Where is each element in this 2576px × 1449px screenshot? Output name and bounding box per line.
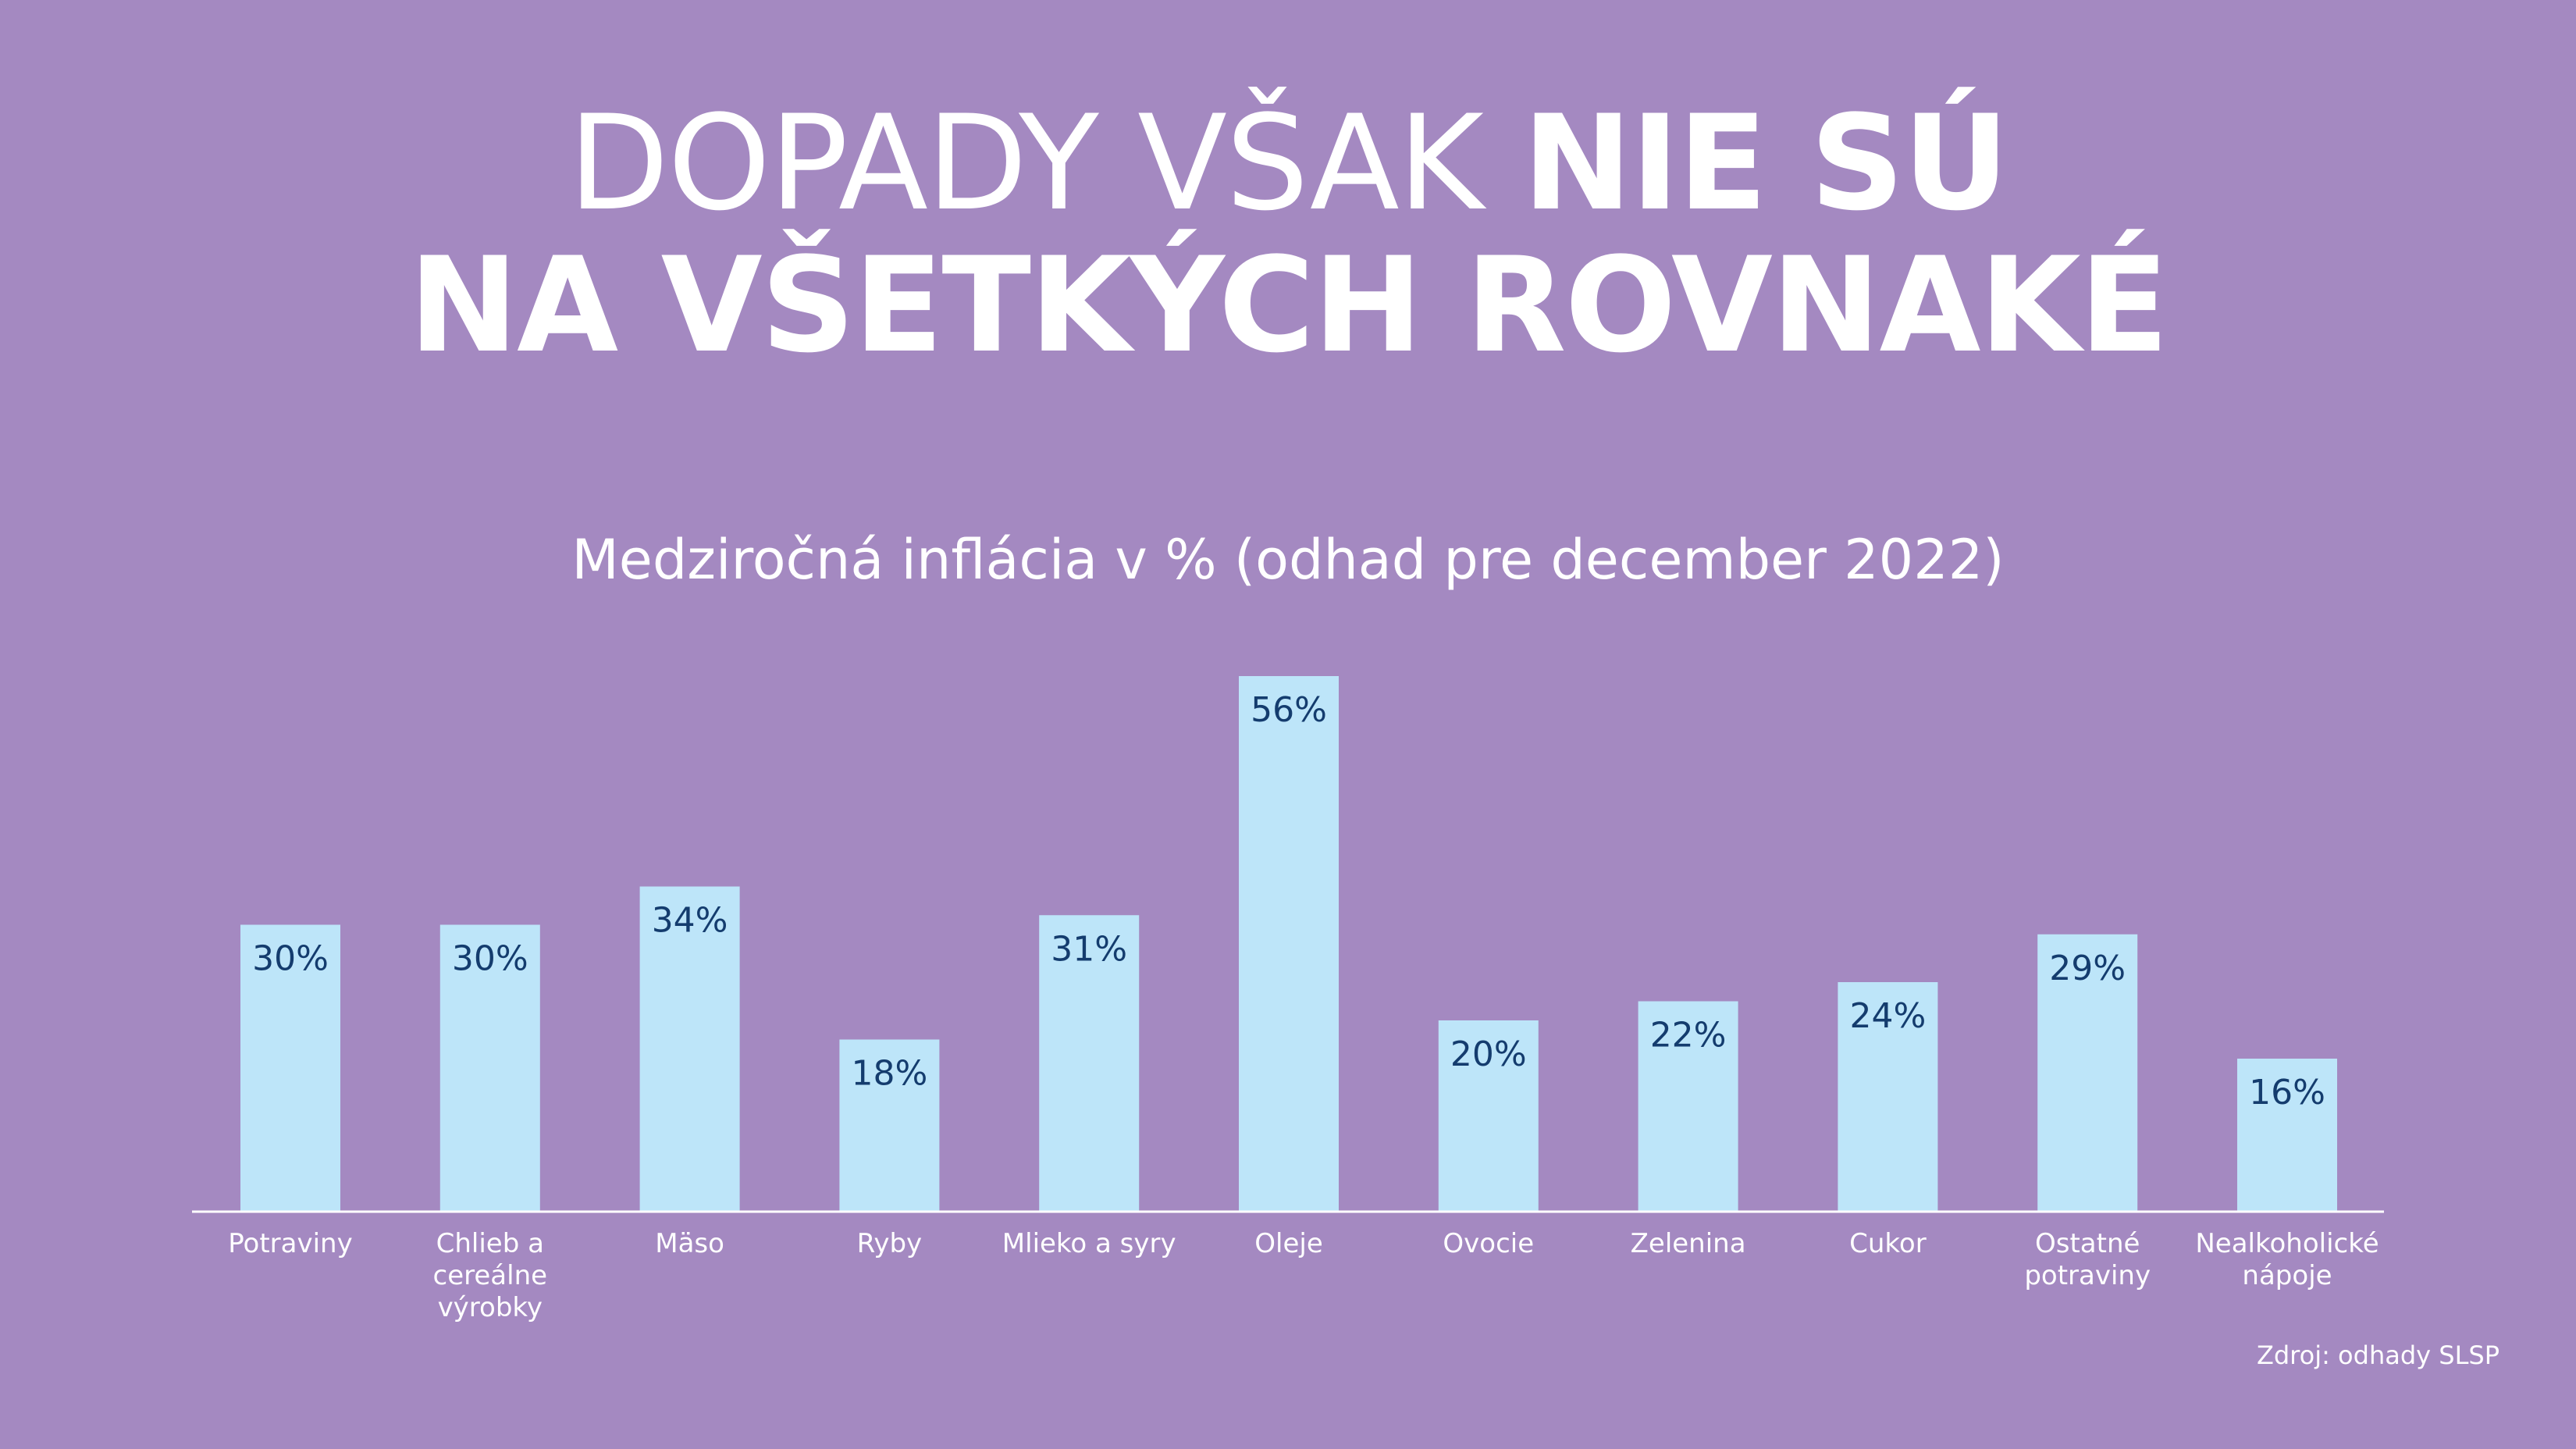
- category-label: potraviny: [2024, 1260, 2151, 1291]
- category-label: Cukor: [1849, 1228, 1927, 1259]
- category-label: Potraviny: [228, 1228, 352, 1259]
- bar: [1438, 1020, 1539, 1212]
- bar: [1638, 1001, 1738, 1212]
- category-label: Chlieb a: [436, 1228, 544, 1259]
- category-label: Mäso: [655, 1228, 724, 1259]
- headline: DOPADY VŠAK NIE SÚ NA VŠETKÝCH ROVNAKÉ: [0, 92, 2576, 376]
- bar-value-label: 20%: [1450, 1034, 1527, 1074]
- category-label: Oleje: [1254, 1228, 1323, 1259]
- bar: [1039, 915, 1140, 1212]
- bar: [639, 886, 740, 1212]
- category-label: cereálne: [433, 1260, 548, 1291]
- bar-value-label: 31%: [1051, 929, 1127, 969]
- bar-value-label: 18%: [852, 1054, 928, 1094]
- bar: [439, 924, 540, 1212]
- category-label: Ostatné: [2035, 1228, 2140, 1259]
- bar-value-label: 30%: [452, 939, 528, 979]
- headline-bold-text-1: NIE SÚ: [1522, 87, 2009, 240]
- chart-title: Medziročná inflácia v % (odhad pre decem…: [571, 528, 2005, 592]
- source-note: Zdroj: odhady SLSP: [2256, 1340, 2500, 1370]
- bar-value-label: 16%: [2249, 1073, 2325, 1113]
- category-label: Nealkoholické: [2195, 1228, 2379, 1259]
- bar: [2237, 1059, 2337, 1212]
- bar: [240, 924, 340, 1212]
- category-label: nápoje: [2242, 1260, 2332, 1291]
- bar-value-label: 22%: [1650, 1016, 1727, 1056]
- headline-light-text: DOPADY VŠAK: [568, 87, 1523, 240]
- bar: [1239, 676, 1339, 1212]
- headline-line-2: NA VŠETKÝCH ROVNAKÉ: [408, 229, 2169, 382]
- bar-value-label: 56%: [1251, 690, 1327, 730]
- bar-value-label: 24%: [1850, 996, 1927, 1036]
- bar-value-label: 34%: [652, 901, 728, 941]
- category-label: Ovocie: [1443, 1228, 1534, 1259]
- bar: [1838, 982, 1938, 1212]
- category-label: Zelenina: [1631, 1228, 1746, 1259]
- bar-value-label: 29%: [2049, 949, 2126, 988]
- bar: [839, 1039, 940, 1212]
- headline-line-1: DOPADY VŠAK NIE SÚ: [0, 92, 2576, 234]
- category-label: Ryby: [857, 1228, 923, 1259]
- bar-value-label: 30%: [252, 939, 329, 979]
- category-label: výrobky: [438, 1292, 543, 1323]
- bar: [2037, 934, 2138, 1212]
- category-label: Mlieko a syry: [1002, 1228, 1176, 1259]
